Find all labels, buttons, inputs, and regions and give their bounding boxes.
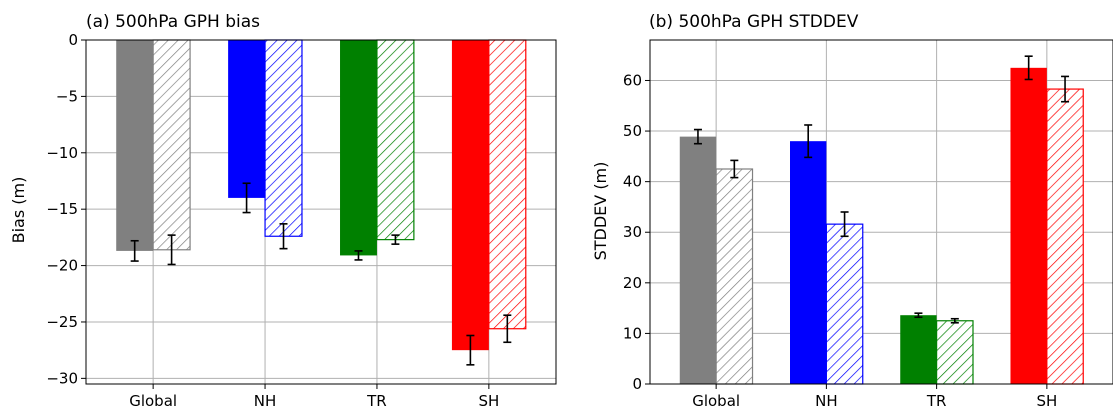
stddev-bar-nh-hatched [825,223,864,385]
bias-bar-nh-hatched [264,39,303,237]
stddev-error-bar-nh-solid [804,124,813,159]
bias-y-tick-label: −30 [46,369,78,387]
stddev-bar-sh-hatched [1046,88,1084,385]
stddev-error-bar-sh-solid [1024,55,1033,81]
bias-y-tick-label: −20 [46,257,78,275]
stddev-error-bar-nh-hatched [840,211,849,238]
stddev-y-axis-title: STDDEV (m) [591,162,610,261]
stddev-bar-nh-solid [790,141,827,384]
bias-error-bar-tr-hatched [391,234,400,245]
bias-y-tick-label: −5 [56,87,78,105]
bias-y-tick-label: 0 [68,31,78,49]
stddev-error-bar-sh-hatched [1061,75,1070,103]
bias-y-tick-label: −25 [46,313,78,331]
bias-error-bar-sh-hatched [503,314,512,344]
stddev-error-bar-tr-solid [914,312,923,319]
bias-bar-global-hatched [152,39,191,251]
bias-error-bar-global-solid [130,239,139,262]
bias-bar-nh-solid [228,40,266,198]
stddev-y-tick-label: 40 [623,173,642,191]
bias-bar-global-solid [116,40,154,251]
bias-bar-sh-hatched [488,39,527,330]
bias-y-tick-label: −10 [46,144,78,162]
stddev-error-bar-tr-hatched [950,317,959,324]
bias-x-tick-label-sh: SH [478,392,499,409]
bias-panel-title: (a) 500hPa GPH bias [86,12,260,32]
bias-y-axis-title: Bias (m) [9,177,28,244]
stddev-y-tick-label: 50 [623,122,642,140]
stddev-bar-global-solid [679,136,717,384]
bias-x-tick-label-global: Global [129,392,177,409]
stddev-bar-global-hatched [715,168,754,385]
stddev-error-bar-global-solid [693,128,702,145]
stddev-y-tick-label: 60 [623,71,642,89]
bias-x-tick-label-tr: TR [366,392,387,409]
stddev-x-tick-label-tr: TR [926,392,947,409]
stddev-x-tick-label-global: Global [692,392,740,409]
stddev-y-tick-label: 30 [623,223,642,241]
stddev-bar-tr-solid [900,315,937,384]
stddev-plot-frame [649,39,1113,385]
stddev-panel-title: (b) 500hPa GPH STDDEV [649,12,859,32]
bias-error-bar-global-hatched [167,234,176,266]
bias-error-bar-nh-hatched [279,223,288,250]
bias-x-tick-label-nh: NH [254,392,277,409]
bias-plot-frame [85,39,557,385]
bias-error-bar-nh-solid [242,182,251,214]
stddev-y-tick-label: 20 [623,274,642,292]
stddev-y-tick-label: 0 [632,375,642,393]
stddev-x-tick-label-sh: SH [1036,392,1057,409]
stddev-y-tick-label: 10 [623,324,642,342]
bias-bar-tr-solid [340,40,377,256]
bias-error-bar-sh-solid [466,334,475,366]
stddev-x-tick-label-nh: NH [815,392,838,409]
bias-error-bar-tr-solid [354,250,363,261]
bias-panel: (a) 500hPa GPH bias Bias (m) 0 −5 −10 −15 −2… [9,12,557,409]
stddev-bar-sh-solid [1010,67,1047,384]
bias-y-tick-label: −15 [46,200,78,218]
bias-bar-sh-solid [451,40,489,351]
stddev-panel: (b) 500hPa GPH STDDEV STDDEV (m) 0 10 20 30… [591,12,1113,409]
stddev-bar-tr-hatched [936,320,974,385]
stddev-error-bar-global-hatched [730,159,739,179]
bias-bar-tr-hatched [376,39,415,241]
